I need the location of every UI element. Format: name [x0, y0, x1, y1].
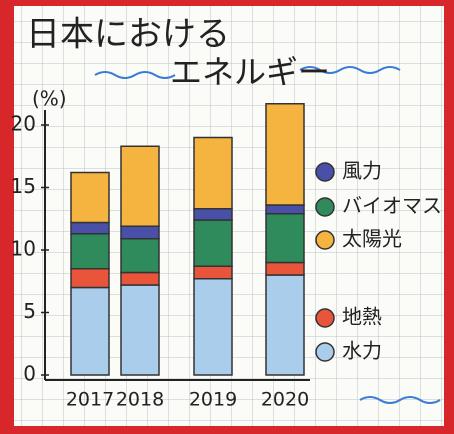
bar-segment — [120, 145, 160, 227]
legend-label: 地熱 — [342, 305, 382, 329]
x-tick-label: 2017 — [66, 389, 114, 411]
legend-swatch — [315, 308, 335, 328]
y-tick-label: 10 — [11, 237, 36, 261]
bar-segment — [193, 219, 233, 267]
legend-label: バイオマス — [342, 194, 442, 218]
y-axis-label: (%) — [32, 87, 67, 111]
x-tick-label: 2018 — [116, 389, 164, 411]
chart-title: 日本における — [26, 15, 230, 55]
bar-segment — [265, 103, 305, 206]
decoration — [299, 66, 401, 74]
legend-swatch — [315, 162, 335, 182]
bar-segment — [120, 271, 160, 286]
bar-segment — [193, 208, 233, 221]
bar-segment — [70, 171, 110, 224]
chart-subtitle: エネルギー — [170, 53, 330, 91]
y-tick-label: 0 — [23, 362, 36, 386]
bar-segment — [265, 261, 305, 276]
legend-label: 風力 — [342, 159, 382, 183]
legend-swatch — [315, 342, 335, 362]
bar-segment — [70, 233, 110, 270]
x-tick-label: 2019 — [189, 389, 237, 411]
y-tick-label: 15 — [11, 174, 36, 198]
bar-segment — [70, 286, 110, 376]
bar-segment — [120, 284, 160, 376]
bar-segment — [193, 278, 233, 376]
bar-segment — [70, 268, 110, 289]
bar-segment — [70, 221, 110, 235]
legend-label: 太陽光 — [342, 227, 402, 251]
decoration — [94, 71, 176, 79]
x-tick-label: 2020 — [261, 389, 309, 411]
bar-segment — [265, 204, 305, 215]
bar-segment — [120, 225, 160, 240]
bar-segment — [265, 213, 305, 264]
bar-segment — [265, 274, 305, 376]
bar-segment — [193, 265, 233, 280]
legend-swatch — [315, 197, 335, 217]
y-tick-label: 20 — [11, 112, 36, 136]
bar-segment — [120, 238, 160, 274]
bar-segment — [193, 136, 233, 210]
legend-label: 水力 — [342, 339, 382, 363]
decoration — [359, 396, 441, 404]
y-tick-label: 5 — [23, 299, 36, 323]
legend-swatch — [315, 230, 335, 250]
